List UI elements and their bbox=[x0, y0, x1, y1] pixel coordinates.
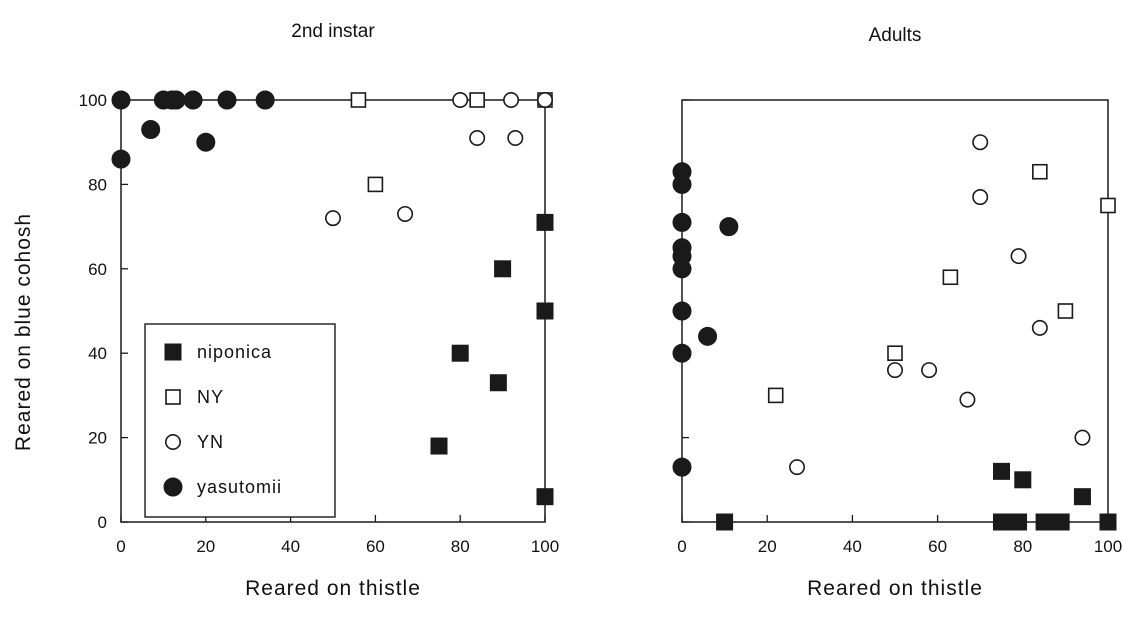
data-point bbox=[1053, 514, 1069, 530]
data-point bbox=[490, 375, 506, 391]
x-tick-label: 20 bbox=[196, 537, 215, 556]
panel-2: Adults Reared on thistle 0 20 40 60 80 100 bbox=[673, 25, 1122, 600]
data-point bbox=[218, 91, 236, 109]
data-point bbox=[326, 211, 340, 225]
data-point bbox=[431, 438, 447, 454]
data-point bbox=[673, 260, 691, 278]
data-point bbox=[470, 93, 484, 107]
data-point bbox=[1033, 165, 1047, 179]
series-yn bbox=[326, 93, 552, 226]
data-point bbox=[888, 346, 902, 360]
data-point bbox=[790, 460, 804, 474]
data-point bbox=[112, 91, 130, 109]
data-point bbox=[537, 303, 553, 319]
data-point bbox=[769, 388, 783, 402]
x-tick-label: 20 bbox=[758, 537, 777, 556]
data-point bbox=[537, 489, 553, 505]
data-point bbox=[673, 213, 691, 231]
legend-marker bbox=[166, 390, 180, 404]
data-point bbox=[452, 345, 468, 361]
data-point bbox=[888, 363, 902, 377]
data-point bbox=[184, 91, 202, 109]
data-point bbox=[673, 302, 691, 320]
data-point bbox=[720, 218, 738, 236]
x-tick-label: 40 bbox=[281, 537, 300, 556]
y-tick-label: 80 bbox=[88, 175, 107, 194]
y-tick-label: 60 bbox=[88, 260, 107, 279]
data-point bbox=[1100, 514, 1116, 530]
series-niponica bbox=[431, 214, 553, 504]
panels: 2nd instar Reared on thistle 0 20 40 60 80 100 0… bbox=[79, 21, 1123, 600]
x-axis-label: Reared on thistle bbox=[807, 577, 983, 600]
x-tick-label: 100 bbox=[531, 537, 559, 556]
data-point bbox=[1011, 249, 1025, 263]
data-point bbox=[495, 261, 511, 277]
data-point bbox=[256, 91, 274, 109]
y-tick-label: 40 bbox=[88, 344, 107, 363]
x-tick-label: 60 bbox=[928, 537, 947, 556]
data-point bbox=[673, 458, 691, 476]
data-point bbox=[673, 344, 691, 362]
data-point bbox=[1101, 199, 1115, 213]
x-tick-label: 0 bbox=[677, 537, 686, 556]
x-tick-label: 80 bbox=[451, 537, 470, 556]
data-point bbox=[960, 392, 974, 406]
data-point bbox=[699, 327, 717, 345]
data-point bbox=[717, 514, 733, 530]
x-tick-label: 60 bbox=[366, 537, 385, 556]
data-point bbox=[537, 214, 553, 230]
data-point bbox=[1075, 430, 1089, 444]
x-tick-label: 100 bbox=[1094, 537, 1122, 556]
legend-marker bbox=[165, 344, 181, 360]
panel-1: 2nd instar Reared on thistle 0 20 40 60 80 100 0… bbox=[79, 21, 560, 600]
y-tick-label: 0 bbox=[98, 513, 107, 532]
legend-label: yasutomii bbox=[197, 477, 282, 497]
legend: niponica NY YN yasutomii bbox=[145, 324, 335, 517]
y-tick-label: 20 bbox=[88, 429, 107, 448]
series-yasutomii bbox=[112, 91, 274, 168]
data-point bbox=[1011, 514, 1027, 530]
data-point bbox=[351, 93, 365, 107]
x-tick-label: 40 bbox=[843, 537, 862, 556]
plot-frame bbox=[682, 100, 1108, 522]
data-point bbox=[453, 93, 467, 107]
data-point bbox=[1015, 472, 1031, 488]
data-point bbox=[368, 177, 382, 191]
x-axis-label: Reared on thistle bbox=[245, 577, 421, 600]
legend-marker bbox=[166, 435, 180, 449]
data-point bbox=[1074, 489, 1090, 505]
x-tick-label: 80 bbox=[1013, 537, 1032, 556]
data-point bbox=[1058, 304, 1072, 318]
panel-title: 2nd instar bbox=[291, 21, 375, 42]
legend-label: niponica bbox=[197, 342, 272, 362]
data-point bbox=[922, 363, 936, 377]
series-niponica bbox=[717, 463, 1116, 530]
x-tick-label: 0 bbox=[116, 537, 125, 556]
legend-label: NY bbox=[197, 387, 224, 407]
data-point bbox=[112, 150, 130, 168]
legend-marker bbox=[164, 478, 182, 496]
legend-label: YN bbox=[197, 432, 224, 452]
y-tick-label: 100 bbox=[79, 91, 107, 110]
series-ny bbox=[769, 165, 1115, 403]
data-point bbox=[167, 91, 185, 109]
data-point bbox=[504, 93, 518, 107]
data-point bbox=[142, 121, 160, 139]
data-point bbox=[973, 190, 987, 204]
data-point bbox=[973, 135, 987, 149]
data-point bbox=[994, 463, 1010, 479]
data-point bbox=[538, 93, 552, 107]
series-yn bbox=[790, 135, 1090, 474]
data-point bbox=[1033, 321, 1047, 335]
data-point bbox=[398, 207, 412, 221]
data-point bbox=[470, 131, 484, 145]
data-point bbox=[508, 131, 522, 145]
data-point bbox=[197, 133, 215, 151]
data-point bbox=[943, 270, 957, 284]
y-axis-label: Reared on blue cohosh bbox=[12, 213, 35, 451]
data-point bbox=[673, 175, 691, 193]
panel-title: Adults bbox=[869, 25, 922, 46]
